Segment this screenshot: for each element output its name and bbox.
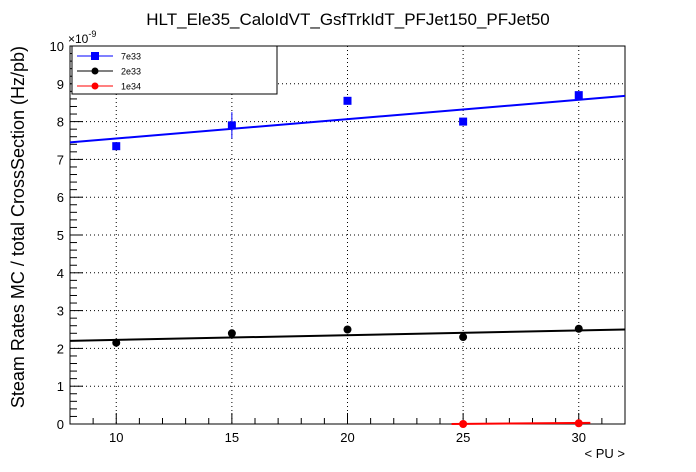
data-point: [228, 329, 236, 337]
chart-title: HLT_Ele35_CaloIdVT_GsfTrkIdT_PFJet150_PF…: [146, 10, 549, 29]
y-tick-label: 9: [57, 77, 64, 92]
y-tick-label: 6: [57, 190, 64, 205]
fit-line: [452, 423, 591, 424]
data-point: [459, 118, 467, 126]
series-7e33: [70, 91, 625, 150]
data-point: [575, 325, 583, 333]
y-tick-label: 2: [57, 341, 64, 356]
data-point: [459, 333, 467, 341]
y-tick-label: 3: [57, 304, 64, 319]
data-point: [228, 121, 236, 129]
x-tick-label: 30: [572, 430, 586, 445]
legend-box: [72, 46, 277, 94]
y-tick-label: 0: [57, 417, 64, 432]
x-axis: 10 15 20 25 30: [70, 413, 625, 445]
y-tick-label: 5: [57, 228, 64, 243]
legend-label: 1e34: [121, 82, 141, 92]
series-layer: [70, 91, 625, 428]
data-point: [459, 420, 467, 428]
data-point: [112, 339, 120, 347]
data-point: [344, 97, 352, 105]
y-exponent-label: ×10-9: [68, 29, 96, 46]
y-tick-label: 10: [50, 39, 64, 54]
series-2e33: [70, 325, 625, 347]
legend-marker: [92, 83, 99, 90]
legend-label: 7e33: [121, 52, 141, 62]
y-tick-label: 8: [57, 115, 64, 130]
x-tick-label: 25: [456, 430, 470, 445]
y-axis: 0 1 2 3 4 5 6 7 8 9 10: [50, 39, 83, 432]
data-point: [112, 142, 120, 150]
legend-label: 2e33: [121, 67, 141, 77]
y-tick-label: 1: [57, 379, 64, 394]
legend-marker: [92, 68, 99, 75]
x-tick-label: 15: [225, 430, 239, 445]
data-point: [575, 419, 583, 427]
legend: 7e33 2e33 1e34: [72, 46, 277, 94]
legend-marker: [91, 52, 99, 60]
x-tick-label: 20: [340, 430, 354, 445]
series-1e34: [452, 419, 591, 428]
x-tick-label: 10: [109, 430, 123, 445]
y-tick-label: 7: [57, 152, 64, 167]
y-axis-label: Steam Rates MC / total CrossSection (Hz/…: [8, 46, 28, 408]
y-tick-label: 4: [57, 266, 64, 281]
x-axis-label: < PU >: [585, 446, 625, 461]
data-point: [575, 91, 583, 99]
data-point: [344, 326, 352, 334]
